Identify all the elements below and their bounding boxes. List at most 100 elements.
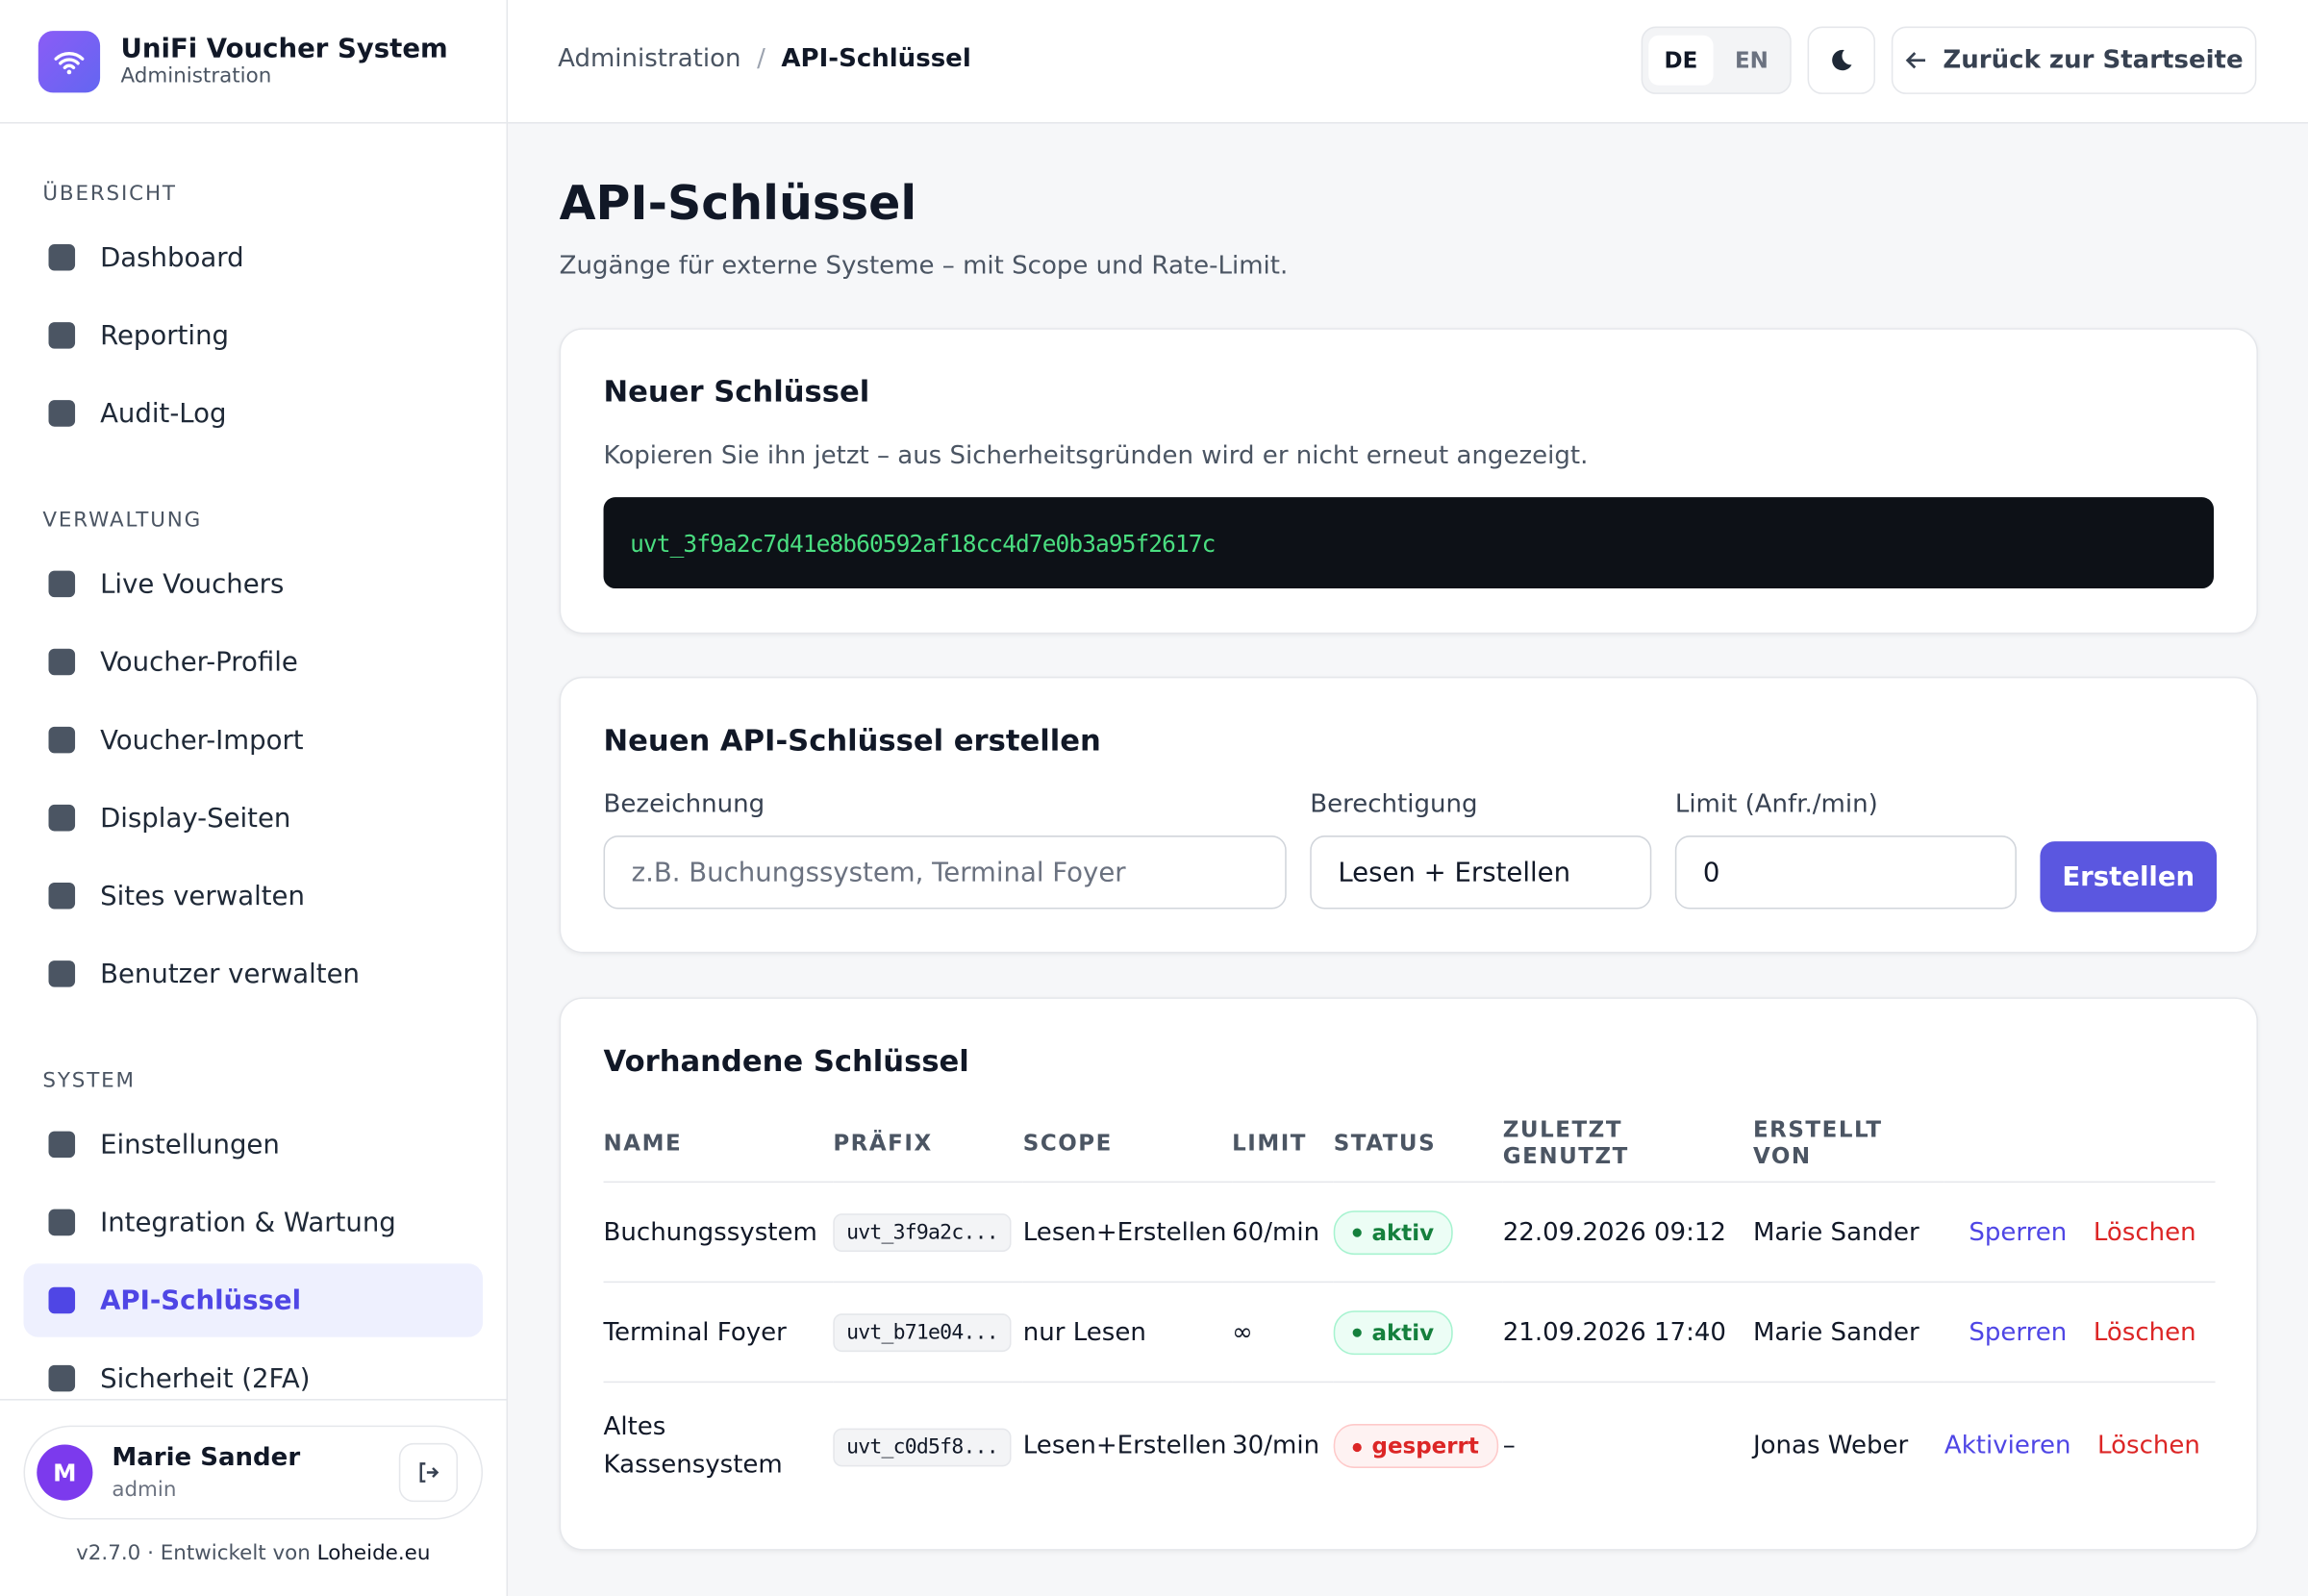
nav-label: Sicherheit (2FA) bbox=[100, 1362, 311, 1394]
back-button[interactable]: Zurück zur Startseite bbox=[1891, 26, 2257, 94]
status-badge: gesperrt bbox=[1333, 1424, 1498, 1468]
sidebar: UniFi Voucher System Administration ÜBERS… bbox=[0, 0, 509, 1596]
create-card: Neuen API-Schlüssel erstellen Bezeichnun… bbox=[559, 676, 2258, 954]
nav-item[interactable]: Audit-Log bbox=[23, 377, 483, 451]
field-label: Limit (Anfr./min) bbox=[1674, 789, 1878, 820]
user-role: admin bbox=[112, 1478, 177, 1503]
nav-icon bbox=[48, 1131, 76, 1159]
create-button[interactable]: Erstellen bbox=[2040, 841, 2218, 912]
lang-option[interactable]: DE bbox=[1648, 35, 1714, 86]
nav-item[interactable]: Voucher-Import bbox=[23, 703, 483, 777]
actions: Sperren Löschen bbox=[1944, 1282, 2216, 1384]
column-header: ERSTELLT VON bbox=[1752, 1105, 1944, 1184]
column-header: SCOPE bbox=[1022, 1105, 1233, 1184]
nav-item[interactable]: Benutzer verwalten bbox=[23, 937, 483, 1011]
nav-item[interactable]: Einstellungen bbox=[23, 1108, 483, 1182]
user-name: Marie Sander bbox=[112, 1442, 301, 1473]
key-prefix: uvt_b71e04... bbox=[833, 1313, 1012, 1353]
cell: uvt_b71e04... bbox=[833, 1282, 1023, 1384]
note: Kopieren Sie ihn jetzt – aus Sicherheits… bbox=[603, 441, 1589, 471]
name-input[interactable]: z.B. Buchungssystem, Terminal Foyer bbox=[603, 835, 1287, 910]
nav-icon bbox=[48, 570, 76, 598]
nav-item[interactable]: Display-Seiten bbox=[23, 781, 483, 855]
topbar: Administration / API-Schlüssel DE EN Zurü… bbox=[508, 0, 2308, 124]
nav-label: Dashboard bbox=[100, 241, 244, 273]
action-link[interactable]: Löschen bbox=[2097, 1431, 2200, 1461]
nav-label: Integration & Wartung bbox=[100, 1207, 396, 1238]
nav-item[interactable]: Live Vouchers bbox=[23, 547, 483, 621]
action-link[interactable]: Sperren bbox=[1969, 1317, 2068, 1347]
card-title: Neuer Schlüssel bbox=[603, 373, 870, 410]
table-row: Altes Kassensystem uvt_c0d5f8... Lesen+Ers… bbox=[604, 1382, 2216, 1509]
nav-label: Display-Seiten bbox=[100, 802, 291, 834]
new-key-card: Neuer Schlüssel Kopieren Sie ihn jetzt –… bbox=[559, 328, 2258, 635]
theme-toggle[interactable] bbox=[1807, 26, 1875, 94]
nav-icon bbox=[48, 400, 76, 427]
action-link[interactable]: Aktivieren bbox=[1944, 1431, 2071, 1461]
action-link[interactable]: Löschen bbox=[2093, 1217, 2196, 1247]
cell: ∞ bbox=[1232, 1282, 1334, 1384]
divider bbox=[0, 1399, 507, 1401]
key-prefix: uvt_3f9a2c... bbox=[833, 1213, 1012, 1253]
cell: Buchungssystem bbox=[603, 1182, 834, 1284]
nav-icon bbox=[48, 243, 76, 271]
brand-subtitle: Administration bbox=[120, 64, 272, 88]
main: API-Schlüssel Zugänge für externe System… bbox=[559, 122, 2258, 1551]
nav-section-title: SYSTEM bbox=[42, 1069, 136, 1093]
scope-select[interactable]: Lesen + Erstellen bbox=[1310, 835, 1652, 910]
footer-text: v2.7.0 · Entwickelt von bbox=[76, 1541, 311, 1565]
column-header: STATUS bbox=[1333, 1105, 1503, 1184]
created-by: Marie Sander bbox=[1752, 1317, 1919, 1347]
nav-label: Sites verwalten bbox=[100, 880, 305, 911]
nav-item[interactable]: Sites verwalten bbox=[23, 860, 483, 934]
nav-label: Reporting bbox=[100, 319, 230, 351]
key-name: Terminal Foyer bbox=[603, 1317, 787, 1347]
wifi-icon bbox=[54, 51, 85, 74]
column-header: PRÄFIX bbox=[833, 1105, 1023, 1184]
logout-button[interactable] bbox=[398, 1442, 459, 1503]
nav-icon bbox=[48, 322, 76, 349]
cell: Lesen+Erstellen bbox=[1022, 1182, 1233, 1284]
cell: Marie Sander bbox=[1752, 1182, 1944, 1284]
language-switch: DE EN bbox=[1641, 26, 1792, 94]
page-subtitle: Zugänge für externe Systeme – mit Scope … bbox=[559, 251, 1289, 282]
lang-option[interactable]: EN bbox=[1734, 46, 1769, 74]
nav-icon bbox=[48, 726, 76, 754]
action-link[interactable]: Löschen bbox=[2093, 1317, 2196, 1347]
footer-link[interactable]: Loheide.eu bbox=[316, 1541, 431, 1565]
nav-label: API-Schlüssel bbox=[100, 1284, 302, 1316]
keys-card: Vorhandene Schlüssel NAME PRÄFIX SCOPE LIMI… bbox=[559, 997, 2258, 1551]
crumb-separator: / bbox=[757, 43, 765, 74]
nav-item[interactable]: Dashboard bbox=[23, 221, 483, 295]
key-scope: nur Lesen bbox=[1022, 1317, 1146, 1347]
cell: 22.09.2026 09:12 bbox=[1502, 1182, 1753, 1284]
nav-item[interactable]: Integration & Wartung bbox=[23, 1185, 483, 1259]
created-by: Jonas Weber bbox=[1752, 1431, 1909, 1461]
key-prefix: uvt_c0d5f8... bbox=[833, 1427, 1012, 1466]
column-header: LIMIT bbox=[1232, 1105, 1334, 1184]
last-used: – bbox=[1502, 1431, 1516, 1461]
status-badge: aktiv bbox=[1333, 1209, 1453, 1255]
nav-item[interactable]: API-Schlüssel bbox=[23, 1263, 484, 1337]
table-row: Terminal Foyer uvt_b71e04... nur Lesen ∞ akt… bbox=[603, 1282, 2216, 1384]
nav-icon bbox=[48, 960, 76, 987]
limit-input[interactable]: 0 bbox=[1674, 835, 2017, 910]
actions: Aktivieren Löschen bbox=[1944, 1382, 2216, 1509]
keys-table: NAME PRÄFIX SCOPE LIMIT STATUS ZULETZT GENUTZ… bbox=[603, 1105, 2216, 1509]
nav-section-title: VERWALTUNG bbox=[42, 509, 203, 533]
api-key[interactable]: uvt_3f9a2c7d41e8b60592af18cc4d7e0b3a95f2… bbox=[603, 497, 2215, 588]
nav-item[interactable]: Voucher-Profile bbox=[23, 625, 483, 699]
cell: Marie Sander bbox=[1752, 1282, 1944, 1384]
nav-item[interactable]: Reporting bbox=[23, 299, 483, 373]
cell: 60/min bbox=[1232, 1182, 1334, 1284]
cell: Altes Kassensystem bbox=[604, 1382, 834, 1509]
column-header: NAME bbox=[603, 1105, 834, 1184]
nav-item[interactable]: Sicherheit (2FA) bbox=[23, 1341, 483, 1415]
nav-label: Voucher-Profile bbox=[100, 646, 298, 678]
cell: 30/min bbox=[1232, 1382, 1334, 1509]
action-link[interactable]: Sperren bbox=[1969, 1217, 2068, 1247]
status-badge: aktiv bbox=[1333, 1309, 1453, 1355]
crumb-parent[interactable]: Administration bbox=[558, 43, 741, 74]
nav-label: Live Vouchers bbox=[100, 568, 285, 600]
